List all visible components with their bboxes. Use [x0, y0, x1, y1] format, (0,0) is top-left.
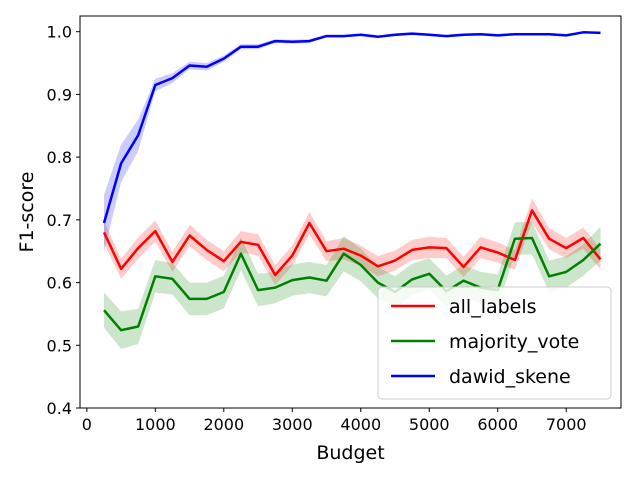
y-tick-label: 0.4: [47, 399, 72, 418]
legend-box: [377, 286, 612, 400]
y-axis-ticks: 0.4 0.5 0.6 0.7 0.8 0.9 1.0: [47, 23, 80, 418]
y-tick-label: 0.7: [47, 211, 72, 230]
y-axis-title: F1-score: [16, 172, 38, 253]
band-majority_vote: [104, 221, 601, 349]
y-tick-label: 0.6: [47, 274, 72, 293]
x-tick-label: 3000: [272, 415, 313, 434]
y-tick-label: 0.9: [47, 85, 72, 104]
x-tick-label: 6000: [477, 415, 518, 434]
y-tick-label: 1.0: [47, 23, 72, 42]
y-tick-label: 0.8: [47, 148, 72, 167]
line-majority_vote: [103, 236, 602, 332]
band-all_labels: [104, 198, 601, 286]
line-all_labels: [102, 209, 602, 277]
legend: all_labels majority_vote dawid_skene: [377, 286, 612, 400]
x-tick-label: 0: [82, 415, 92, 434]
x-tick-label: 4000: [340, 415, 381, 434]
series-lines: [102, 31, 602, 332]
line-dawid_skene: [102, 31, 601, 224]
plot-frame: [79, 15, 622, 409]
x-axis-title: Budget: [316, 442, 384, 464]
x-axis-ticks: 0 1000 2000 3000 4000 5000 6000 7000: [82, 408, 587, 434]
x-tick-label: 2000: [203, 415, 244, 434]
legend-label-dawid_skene: dawid_skene: [449, 366, 571, 388]
x-tick-label: 1000: [135, 415, 176, 434]
legend-label-majority_vote: majority_vote: [449, 331, 579, 353]
x-tick-label: 5000: [409, 415, 450, 434]
x-tick-label: 7000: [546, 415, 587, 434]
y-tick-label: 0.5: [47, 336, 72, 355]
legend-label-all_labels: all_labels: [449, 296, 537, 318]
confidence-bands: [104, 31, 601, 349]
